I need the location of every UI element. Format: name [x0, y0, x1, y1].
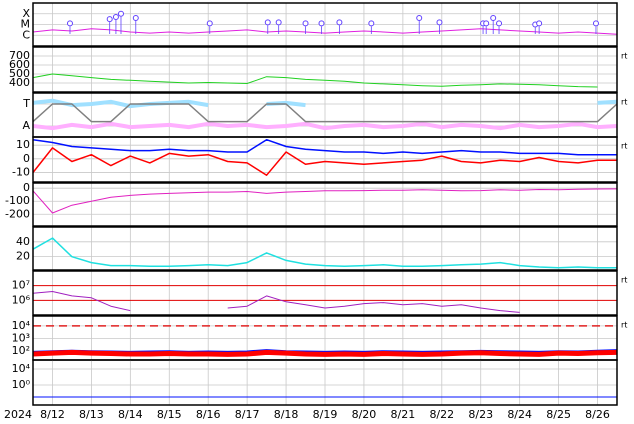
y-tick-label: 10⁰ — [12, 378, 31, 391]
y-tick-label: 700 — [9, 49, 30, 62]
series-line — [32, 147, 617, 176]
right-label: rt — [621, 98, 627, 107]
right-label: rt — [621, 52, 627, 61]
x-tick-label: 8/13 — [79, 408, 104, 421]
x-tick-label: 8/17 — [235, 408, 260, 421]
flare-marker — [106, 16, 113, 23]
y-tick-label: 400 — [9, 76, 30, 89]
flare-marker — [436, 19, 443, 26]
x-tick-label: 8/23 — [468, 408, 493, 421]
y-tick-label: 10⁶ — [12, 293, 31, 306]
x-tick-label: 8/25 — [546, 408, 571, 421]
flare-marker — [336, 19, 343, 26]
series-line — [32, 103, 618, 123]
panel-frame — [32, 46, 618, 93]
flare-marker — [117, 10, 124, 17]
x-tick-label: 8/20 — [352, 408, 377, 421]
flare-marker — [264, 19, 271, 26]
x-tick-label: 8/14 — [118, 408, 143, 421]
y-tick-label: 10⁷ — [12, 279, 30, 292]
y-tick-label: M — [21, 18, 31, 31]
panel-frame — [32, 359, 618, 406]
flare-marker — [368, 20, 375, 27]
flare-marker — [416, 15, 423, 22]
flare-marker — [490, 15, 497, 22]
y-tick-label: A — [22, 119, 30, 132]
x-tick-label: 8/15 — [157, 408, 182, 421]
year-label: 2024 — [4, 408, 32, 421]
y-tick-label: 500 — [9, 67, 30, 80]
y-tick-label: -200 — [5, 207, 30, 220]
flare-marker — [112, 13, 119, 20]
flare-marker — [302, 20, 309, 27]
right-label: rt — [621, 142, 627, 151]
series-line — [32, 28, 618, 35]
panel-frame — [32, 136, 618, 183]
flare-marker — [66, 20, 73, 27]
y-tick-label: 0 — [23, 152, 30, 165]
y-tick-label: 10⁴ — [12, 319, 31, 332]
y-tick-label: 0 — [23, 181, 30, 194]
x-tick-label: 8/26 — [585, 408, 610, 421]
panel-frame — [32, 270, 618, 316]
y-tick-label: C — [22, 28, 30, 41]
x-tick-label: 8/16 — [196, 408, 221, 421]
x-tick-label: 8/24 — [507, 408, 532, 421]
y-tick-label: 10⁴ — [12, 362, 31, 375]
x-tick-label: 8/19 — [313, 408, 338, 421]
series-line — [32, 138, 617, 156]
y-tick-label: -10 — [12, 165, 30, 178]
right-label: rt — [621, 321, 627, 330]
flare-marker — [536, 20, 543, 27]
y-tick-label: X — [22, 7, 30, 20]
x-tick-label: 8/21 — [391, 408, 416, 421]
series-line — [32, 121, 618, 131]
y-tick-label: 40 — [16, 235, 30, 248]
y-tick-label: T — [22, 97, 30, 110]
y-tick-label: 10 — [16, 138, 30, 151]
x-tick-label: 8/12 — [40, 408, 65, 421]
flare-marker — [206, 20, 213, 27]
x-tick-label: 8/18 — [274, 408, 299, 421]
flare-marker — [592, 20, 599, 27]
series-line — [32, 73, 598, 88]
series-line — [32, 349, 618, 357]
series-line — [32, 188, 618, 214]
y-tick-label: -100 — [5, 194, 30, 207]
panel-frame — [32, 226, 618, 271]
series-line — [32, 291, 520, 313]
flare-marker — [275, 19, 282, 26]
right-label: rt — [621, 276, 627, 285]
panel-frame — [32, 2, 618, 47]
flare-marker — [318, 20, 325, 27]
y-tick-label: 10³ — [12, 332, 30, 345]
y-tick-label: 20 — [16, 250, 30, 263]
y-tick-label: 10² — [12, 344, 30, 357]
flare-marker — [483, 20, 490, 27]
x-tick-label: 8/22 — [429, 408, 454, 421]
flare-marker — [496, 20, 503, 27]
series-line — [32, 237, 617, 269]
panel-frame — [32, 182, 618, 227]
flare-marker — [132, 15, 139, 22]
y-tick-label: 600 — [9, 58, 30, 71]
